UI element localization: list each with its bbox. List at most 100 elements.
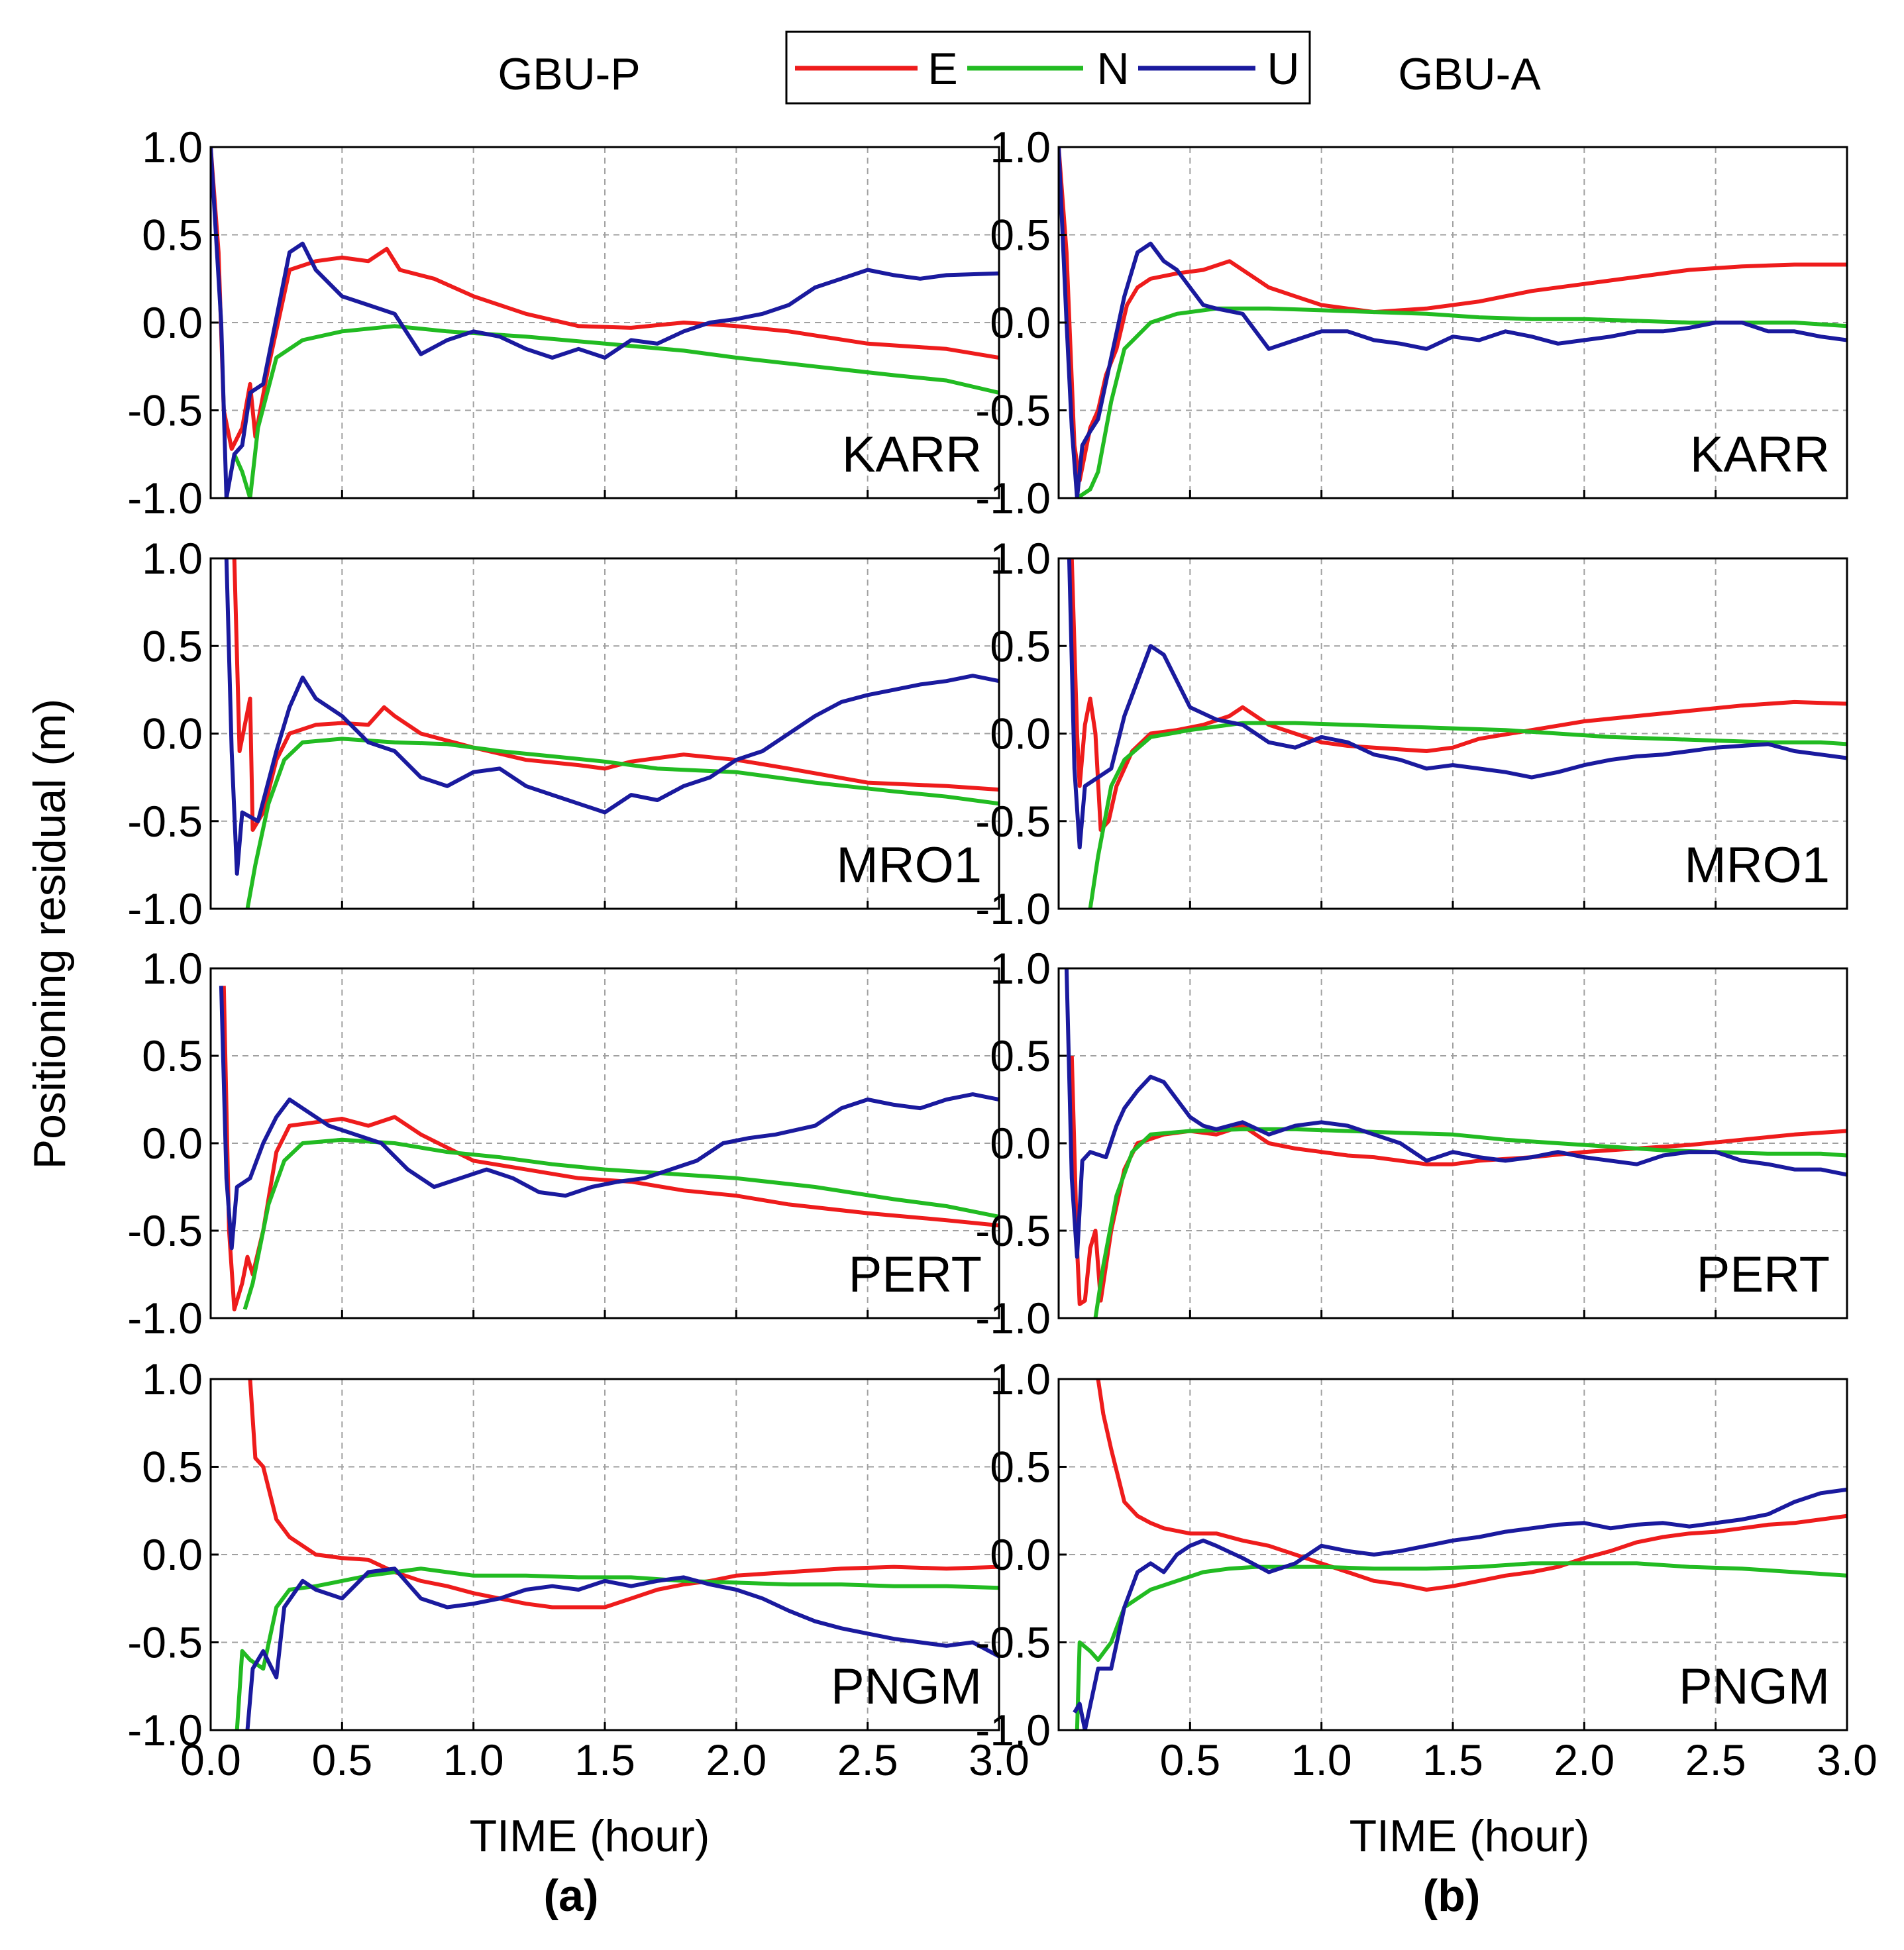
plot-area: 1.00.50.0-0.5-1.0KARR1.00.50.0-0.5-1.0MR… xyxy=(127,123,1878,1784)
y-tick-label: 0.5 xyxy=(990,211,1051,260)
station-label: PNGM xyxy=(831,1659,982,1715)
y-tick-label: 1.0 xyxy=(990,944,1051,993)
station-label: PERT xyxy=(849,1247,982,1303)
panel-gbu-a-pngm: 1.0 0.5 0.0 -0.5 -1.0 0.5 1.0 1.5 2.0 2.5 3.0 PNGM xyxy=(975,1355,1878,1784)
y-tick-label: -0.5 xyxy=(975,1618,1051,1667)
legend: E N U xyxy=(785,30,1311,105)
series-line-u xyxy=(1064,968,1847,1259)
y-tick-label: -0.5 xyxy=(127,386,203,435)
series-line-n xyxy=(232,324,999,498)
y-tick-label: -1.0 xyxy=(127,884,203,933)
station-label: PERT xyxy=(1697,1247,1830,1303)
y-tick-label: 0.5 xyxy=(990,1031,1051,1080)
series-line-n xyxy=(242,1137,999,1310)
y-tick-label: 1.0 xyxy=(990,1355,1051,1404)
y-tick-label: -1.0 xyxy=(127,474,203,523)
series-line-u xyxy=(211,147,999,498)
series-line-e xyxy=(211,147,999,451)
series-line-u xyxy=(1073,1487,1847,1730)
legend-label-n: N xyxy=(1096,44,1129,94)
x-tick-label: 2.0 xyxy=(706,1735,767,1784)
panel-gbu-a-karr: 1.0 0.5 0.0 -0.5 -1.0 KARR xyxy=(975,123,1848,523)
y-tick-label: 0.0 xyxy=(990,1119,1051,1168)
y-tick-label: -0.5 xyxy=(975,797,1051,846)
legend-label-e: E xyxy=(927,44,957,94)
panel-label-a: (a) xyxy=(543,1871,598,1921)
series-line-u xyxy=(219,986,999,1251)
y-tick-label: 1.0 xyxy=(142,944,203,993)
panel-gbu-p-pngm: 1.00.50.0-0.5-1.00.0 0.5 1.0 1.5 2.0 2.5 3.0PN… xyxy=(127,1355,1030,1784)
y-tick-label: 1.0 xyxy=(142,1355,203,1404)
x-tick-label: 3.0 xyxy=(969,1735,1030,1784)
y-tick-label: -1.0 xyxy=(975,474,1051,523)
panel-gbu-p-pert: 1.0 0.5 0.0 -0.5 -1.0 PERT xyxy=(127,944,1000,1343)
y-tick-label: 1.0 xyxy=(142,534,203,583)
y-tick-label: -0.5 xyxy=(127,797,203,846)
panel-gbu-p-mro1: 1.0 0.5 0.0 -0.5 -1.0 MRO1 xyxy=(127,534,1000,933)
y-tick-label: 0.0 xyxy=(142,298,203,347)
y-tick-label: -0.5 xyxy=(127,1618,203,1667)
series-line-e xyxy=(221,986,999,1311)
station-label: MRO1 xyxy=(1684,837,1830,894)
series-line-e xyxy=(1069,1055,1847,1306)
y-tick-label: -1.0 xyxy=(127,1294,203,1343)
y-tick-label: 0.0 xyxy=(990,1530,1051,1579)
panel-gbu-a-pert: 1.0 0.5 0.0 -0.5 -1.0 PERT xyxy=(975,944,1848,1343)
series-line-e xyxy=(1096,1379,1847,1592)
x-tick-label: 3.0 xyxy=(1817,1735,1878,1784)
legend-label-u: U xyxy=(1267,44,1299,94)
y-tick-label: -0.5 xyxy=(975,386,1051,435)
y-tick-label: 0.0 xyxy=(142,1119,203,1168)
y-tick-label: 0.0 xyxy=(142,1530,203,1579)
series-line-e xyxy=(1069,558,1847,832)
y-tick-label: -1.0 xyxy=(975,1294,1051,1343)
series-line-n xyxy=(235,1566,999,1730)
y-tick-label: -0.5 xyxy=(975,1206,1051,1255)
station-label: MRO1 xyxy=(836,837,982,894)
y-tick-label: 0.5 xyxy=(990,621,1051,670)
x-tick-label: 2.5 xyxy=(1685,1735,1746,1784)
x-tick-label: 0.5 xyxy=(311,1735,372,1784)
column-title-left: GBU-P xyxy=(498,49,640,99)
series-line-u xyxy=(1067,558,1847,850)
y-tick-label: 0.0 xyxy=(990,709,1051,758)
y-tick-label: 0.0 xyxy=(990,298,1051,347)
column-title-right: GBU-A xyxy=(1398,49,1541,99)
y-tick-label: 0.5 xyxy=(990,1443,1051,1492)
x-tick-label: 0.5 xyxy=(1159,1735,1220,1784)
x-tick-label: 2.0 xyxy=(1554,1735,1614,1784)
station-label: PNGM xyxy=(1679,1659,1830,1715)
y-tick-label: -1.0 xyxy=(975,884,1051,933)
y-tick-label: -1.0 xyxy=(975,1706,1051,1755)
y-tick-label: -1.0 xyxy=(127,1706,203,1755)
series-line-u xyxy=(1059,147,1847,498)
x-tick-label: 2.5 xyxy=(837,1735,898,1784)
y-tick-label: 0.5 xyxy=(142,211,203,260)
y-tick-label: 0.0 xyxy=(142,709,203,758)
series-line-u xyxy=(245,1566,999,1730)
series-line-e xyxy=(1059,147,1847,483)
y-tick-label: -0.5 xyxy=(127,1206,203,1255)
x-tick-label: 1.0 xyxy=(1291,1735,1352,1784)
y-tick-label: 1.0 xyxy=(990,534,1051,583)
series-line-n xyxy=(1088,721,1847,909)
series-line-n xyxy=(245,737,999,909)
y-tick-label: 0.5 xyxy=(142,1031,203,1080)
station-label: KARR xyxy=(1690,427,1830,483)
x-tick-label: 1.0 xyxy=(443,1735,504,1784)
y-tick-label: 0.5 xyxy=(142,621,203,670)
series-line-n xyxy=(1076,306,1847,498)
y-axis-label: Positioning residual (m) xyxy=(25,699,75,1170)
x-axis-label-left: TIME (hour) xyxy=(470,1811,710,1861)
x-tick-label: 1.5 xyxy=(574,1735,635,1784)
y-tick-label: 1.0 xyxy=(990,123,1051,172)
y-tick-label: 1.0 xyxy=(142,123,203,172)
x-axis-label-right: TIME (hour) xyxy=(1349,1811,1590,1861)
panel-gbu-a-mro1: 1.0 0.5 0.0 -0.5 -1.0 MRO1 xyxy=(975,534,1848,933)
x-tick-label: 0.0 xyxy=(180,1735,241,1784)
panel-label-b: (b) xyxy=(1423,1871,1481,1921)
series-line-u xyxy=(224,558,999,876)
station-label: KARR xyxy=(842,427,982,483)
x-tick-label: 1.5 xyxy=(1422,1735,1483,1784)
